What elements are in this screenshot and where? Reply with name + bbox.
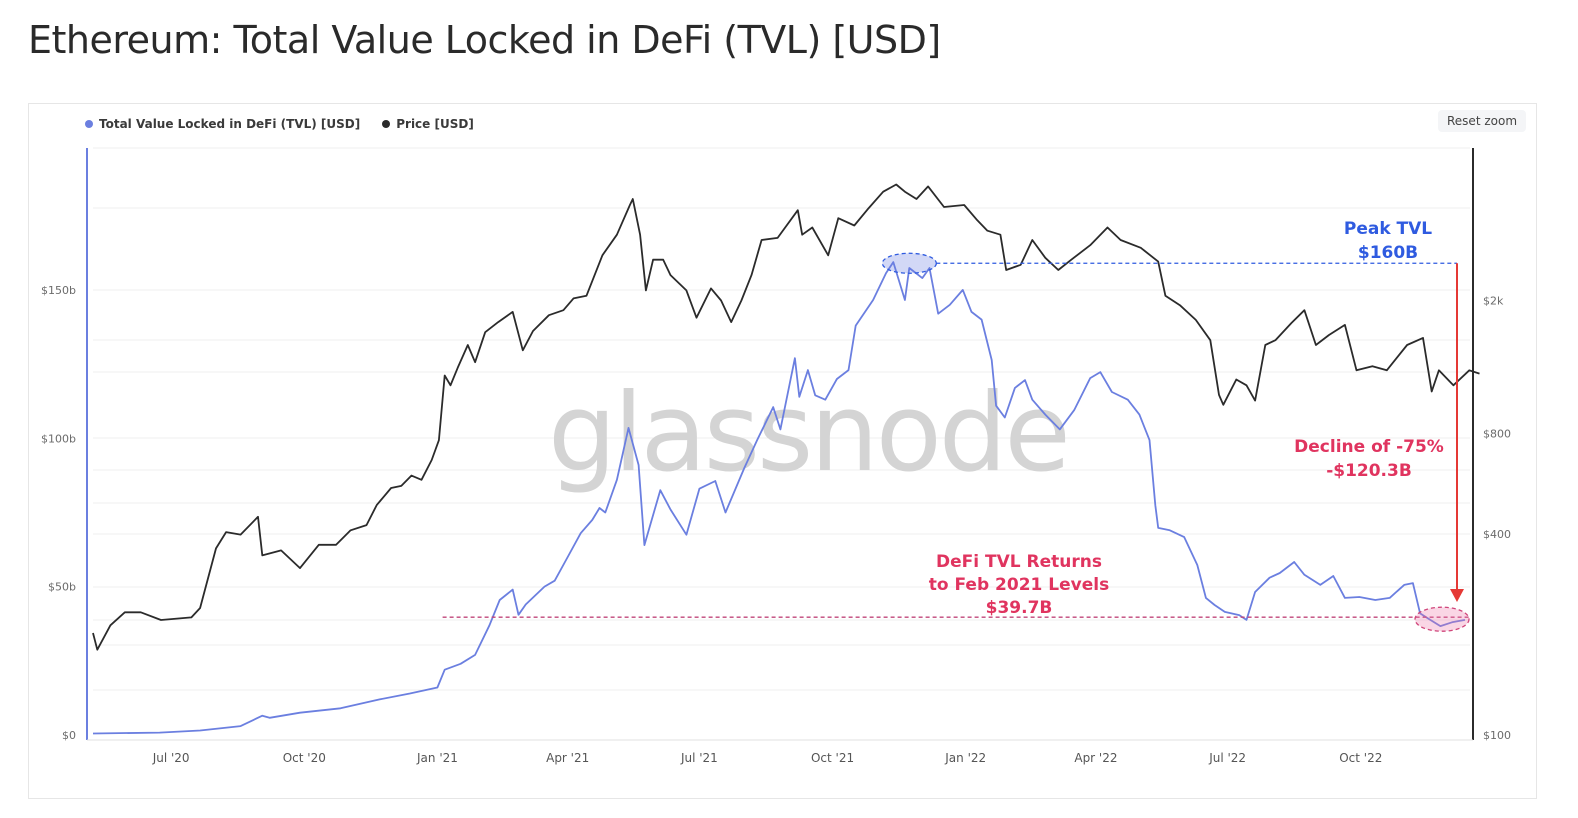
circle-dot-icon xyxy=(85,120,93,128)
legend-item-tvl[interactable]: Total Value Locked in DeFi (TVL) [USD] xyxy=(85,117,360,131)
chart-card xyxy=(28,103,1537,799)
series-lines xyxy=(92,183,1480,735)
watermark: glassnode xyxy=(548,371,1068,496)
decline-label: Decline of -75% xyxy=(1294,437,1444,457)
annotations: Peak TVL $160B Decline of -75% -$120.3B DeFi… xyxy=(442,219,1470,632)
tvl-series-line xyxy=(92,261,1466,735)
page-title: Ethereum: Total Value Locked in DeFi (TV… xyxy=(28,18,941,62)
reset-zoom-button[interactable]: Reset zoom xyxy=(1438,110,1527,132)
y-right-tick-label: $2k xyxy=(1483,294,1504,307)
y-left-tick-label: $100b xyxy=(41,432,76,445)
low-label-line2: to Feb 2021 Levels xyxy=(929,575,1109,595)
x-tick-label: Jan '22 xyxy=(944,751,986,765)
peak-highlight-ellipse xyxy=(881,252,937,274)
x-tick-label: Apr '22 xyxy=(1074,751,1117,765)
x-tick-label: Jan '21 xyxy=(416,751,458,765)
y-right-tick-label: $100 xyxy=(1483,729,1511,742)
decline-arrow-head-icon xyxy=(1450,589,1464,602)
decline-value-label: -$120.3B xyxy=(1326,461,1412,481)
y-right-tick-label: $400 xyxy=(1483,528,1511,541)
low-value-label: $39.7B xyxy=(986,598,1053,618)
axes: $0 $50b $100b $150b $100 $400 $800 $2k Jul '20 Oc… xyxy=(41,148,1511,765)
x-tick-label: Oct '20 xyxy=(283,751,326,765)
x-tick-label: Jul '22 xyxy=(1208,751,1246,765)
x-tick-label: Apr '21 xyxy=(546,751,589,765)
legend-label-tvl: Total Value Locked in DeFi (TVL) [USD] xyxy=(99,117,361,131)
peak-label: Peak TVL xyxy=(1344,219,1432,239)
legend-item-price[interactable]: Price [USD] xyxy=(382,117,474,131)
x-tick-label: Oct '22 xyxy=(1339,751,1382,765)
chart-legend: Total Value Locked in DeFi (TVL) [USD] P… xyxy=(85,117,474,131)
circle-dot-icon xyxy=(382,120,391,128)
y-right-tick-label: $800 xyxy=(1483,427,1511,440)
y-left-tick-label: $150b xyxy=(41,284,76,297)
x-tick-label: Jul '20 xyxy=(152,751,190,765)
price-series-line xyxy=(92,183,1480,651)
legend-label-price: Price [USD] xyxy=(396,117,474,131)
grid-lines xyxy=(93,147,1470,691)
y-left-tick-label: $0 xyxy=(62,729,76,742)
y-left-tick-label: $50b xyxy=(48,581,76,594)
low-highlight-ellipse xyxy=(1414,606,1470,632)
x-tick-label: Jul '21 xyxy=(680,751,718,765)
peak-value-label: $160B xyxy=(1358,243,1418,263)
low-label-line1: DeFi TVL Returns xyxy=(936,552,1102,572)
x-tick-label: Oct '21 xyxy=(811,751,854,765)
